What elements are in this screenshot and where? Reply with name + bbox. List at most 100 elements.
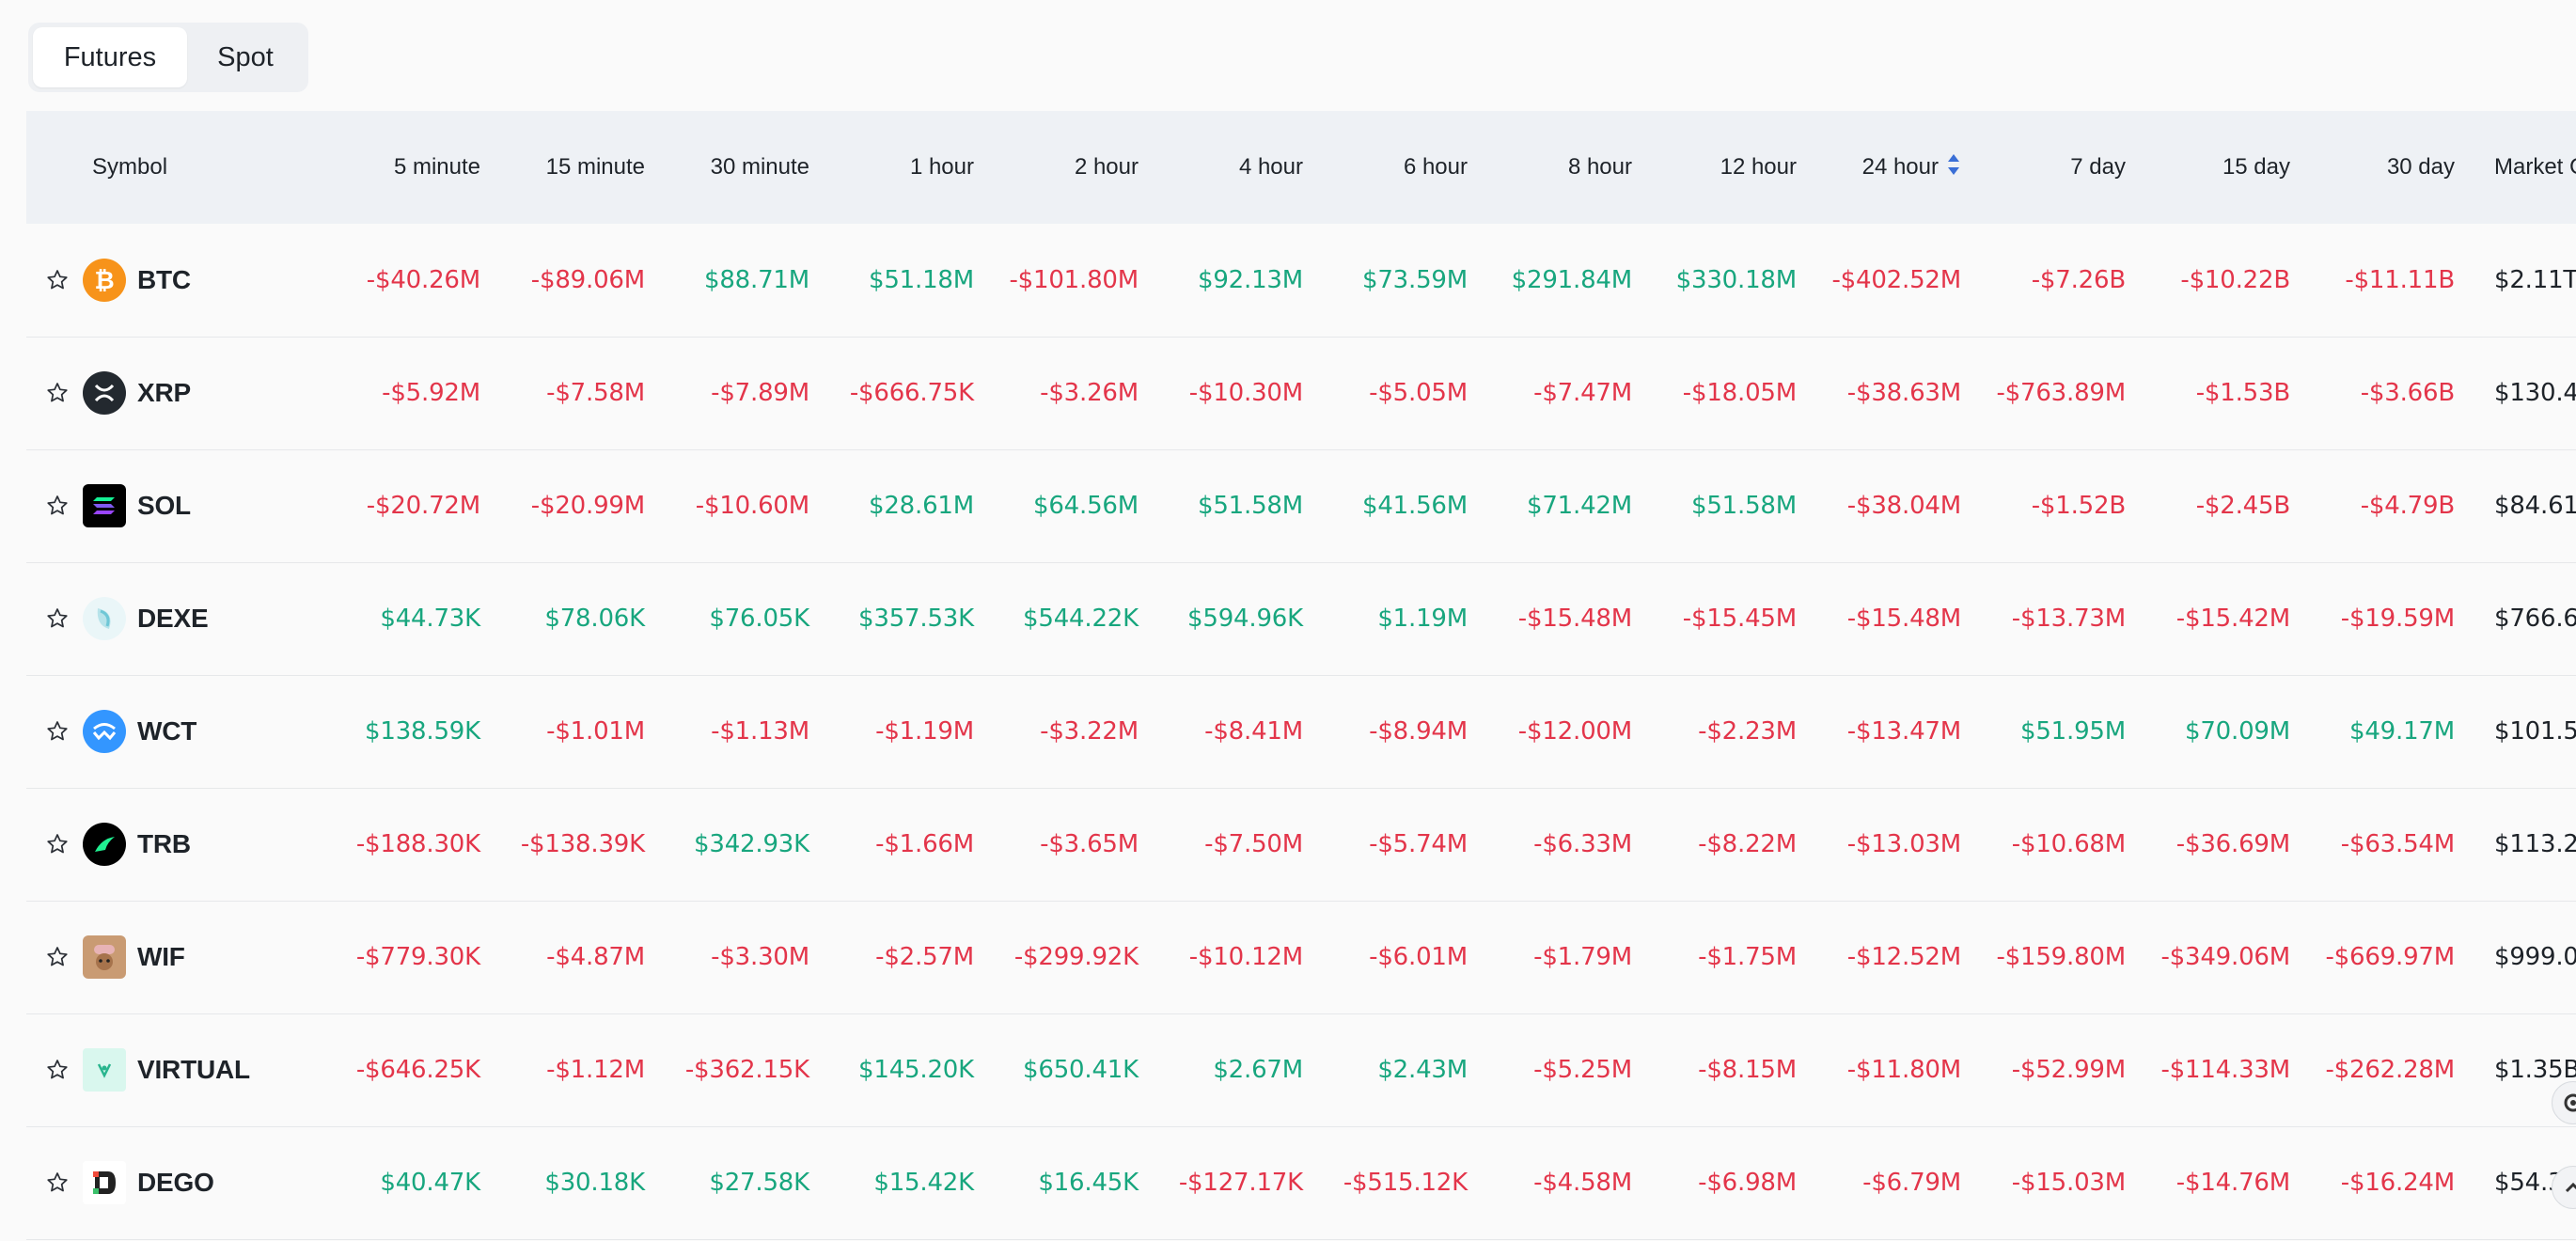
favorite-star-icon[interactable] (26, 1058, 83, 1082)
netflow-value: $64.56M (1032, 492, 1139, 520)
favorite-star-icon[interactable] (26, 606, 83, 631)
netflow-value: -$3.26M (1040, 379, 1139, 407)
netflow-value: $16.45K (1038, 1169, 1139, 1197)
table-row[interactable]: DEXE $44.73K $78.06K $76.05K $357.53K $544.22… (26, 562, 2576, 675)
symbol-cell: XRP (26, 337, 327, 449)
netflow-value: -$15.03M (2011, 1169, 2126, 1197)
favorite-star-icon[interactable] (26, 1170, 83, 1195)
favorite-star-icon[interactable] (26, 945, 83, 969)
favorite-star-icon[interactable] (26, 494, 83, 518)
netflow-value: -$12.52M (1846, 943, 1961, 971)
netflow-value: -$13.03M (1846, 830, 1961, 858)
favorite-star-icon[interactable] (26, 268, 83, 292)
table-row[interactable]: ₿ BTC -$40.26M -$89.06M $88.71M $51.18M -$101.… (26, 224, 2576, 337)
netflow-value: -$114.33M (2160, 1056, 2290, 1084)
table-row[interactable]: DEGO $40.47K $30.18K $27.58K $15.42K $16.45K -… (26, 1126, 2576, 1239)
netflow-value: -$10.12M (1188, 943, 1303, 971)
netflow-value: -$1.79M (1533, 943, 1632, 971)
netflow-value: -$16.24M (2340, 1169, 2455, 1197)
netflow-value: -$38.04M (1846, 492, 1961, 520)
coin-symbol[interactable]: DEGO (137, 1168, 214, 1197)
netflow-value: -$40.26M (366, 265, 480, 294)
netflow-value: -$11.80M (1846, 1056, 1961, 1084)
col-header-7d[interactable]: 7 day (2070, 154, 2126, 180)
netflow-value: $70.09M (2184, 717, 2290, 746)
netflow-value: -$362.15K (684, 1056, 809, 1084)
symbol-cell: TRB (26, 788, 327, 901)
netflow-value: -$763.89M (1996, 379, 2126, 407)
netflow-value: -$8.94M (1369, 717, 1468, 746)
netflow-table: Symbol 5 minute 15 minute 30 minute 1 ho… (26, 111, 2576, 1240)
favorite-star-icon[interactable] (26, 719, 83, 744)
col-header-4h[interactable]: 4 hour (1238, 154, 1303, 180)
favorite-star-icon[interactable] (26, 381, 83, 405)
coin-symbol[interactable]: SOL (137, 491, 191, 520)
netflow-value: $78.06K (544, 605, 645, 633)
dego-icon (83, 1161, 137, 1204)
col-header-5m[interactable]: 5 minute (393, 154, 480, 180)
col-header-30d[interactable]: 30 day (2386, 154, 2455, 180)
netflow-value: -$666.75K (849, 379, 974, 407)
col-header-8h[interactable]: 8 hour (1567, 154, 1632, 180)
col-header-1h[interactable]: 1 hour (909, 154, 974, 180)
netflow-value: -$1.66M (875, 830, 974, 858)
netflow-value: -$8.41M (1204, 717, 1303, 746)
coin-symbol[interactable]: BTC (137, 264, 191, 294)
netflow-value: -$19.59M (2340, 605, 2455, 633)
netflow-value: $357.53K (858, 605, 974, 633)
netflow-value: -$3.22M (1040, 717, 1139, 746)
col-header-2h[interactable]: 2 hour (1074, 154, 1139, 180)
netflow-value: $51.58M (1197, 492, 1303, 520)
table-row[interactable]: XRP -$5.92M -$7.58M -$7.89M -$666.75K -$3.26M… (26, 337, 2576, 449)
col-header-30m[interactable]: 30 minute (710, 154, 809, 180)
netflow-value: -$15.48M (1846, 605, 1961, 633)
table-row[interactable]: TRB -$188.30K -$138.39K $342.93K -$1.66M -$3.… (26, 788, 2576, 901)
tab-futures[interactable]: Futures (33, 27, 187, 87)
coin-symbol[interactable]: XRP (137, 378, 191, 407)
table-row[interactable]: WCT $138.59K -$1.01M -$1.13M -$1.19M -$3.22M -… (26, 675, 2576, 788)
netflow-value: -$15.48M (1517, 605, 1632, 633)
netflow-value: -$646.25K (355, 1056, 480, 1084)
col-header-15m[interactable]: 15 minute (545, 154, 645, 180)
virtual-icon (83, 1048, 137, 1092)
table-row[interactable]: SOL -$20.72M -$20.99M -$10.60M $28.61M $64.56… (26, 449, 2576, 562)
netflow-value: -$262.28M (2325, 1056, 2455, 1084)
tab-spot[interactable]: Spot (217, 41, 274, 72)
col-header-15d[interactable]: 15 day (2222, 154, 2290, 180)
col-header-24h[interactable]: 24 hour (1808, 111, 1972, 224)
coin-symbol[interactable]: WIF (137, 942, 185, 971)
coin-symbol[interactable]: VIRTUAL (137, 1055, 250, 1084)
col-header-24h-label: 24 hour (1861, 153, 1939, 180)
netflow-value: -$138.39K (520, 830, 645, 858)
netflow-value: $330.18M (1675, 265, 1798, 294)
coin-symbol[interactable]: TRB (137, 829, 191, 858)
table-row[interactable]: VIRTUAL -$646.25K -$1.12M -$362.15K $145.20K… (26, 1013, 2576, 1126)
netflow-value: -$159.80M (1996, 943, 2126, 971)
netflow-value: -$127.17K (1178, 1169, 1303, 1197)
dexe-icon (83, 597, 137, 640)
col-header-12h[interactable]: 12 hour (1720, 154, 1797, 180)
netflow-value: -$6.98M (1698, 1169, 1797, 1197)
favorite-star-icon[interactable] (26, 832, 83, 856)
col-header-symbol: Symbol (92, 154, 168, 180)
netflow-value: -$7.47M (1533, 379, 1632, 407)
svg-text:₿: ₿ (95, 267, 115, 294)
settings-gear-icon[interactable] (2552, 1081, 2576, 1124)
table-row[interactable]: WIF -$779.30K -$4.87M -$3.30M -$2.57M -$299.9… (26, 901, 2576, 1013)
netflow-value: -$1.13M (711, 717, 809, 746)
coin-symbol[interactable]: DEXE (137, 604, 209, 633)
symbol-cell: DEGO (26, 1126, 327, 1239)
coin-symbol[interactable]: WCT (137, 716, 197, 746)
market-cap-value: $130.44B (2494, 379, 2576, 407)
col-header-market-cap[interactable]: Market Cap (2494, 154, 2576, 180)
sort-icon (1946, 152, 1961, 183)
netflow-value: $92.13M (1197, 265, 1303, 294)
market-cap-value: $999.02M (2494, 943, 2576, 971)
netflow-value: -$12.00M (1517, 717, 1632, 746)
netflow-value: -$8.15M (1698, 1056, 1797, 1084)
col-header-6h[interactable]: 6 hour (1403, 154, 1468, 180)
netflow-value: $51.58M (1690, 492, 1797, 520)
netflow-value: $650.41K (1023, 1056, 1139, 1084)
netflow-value: $71.42M (1526, 492, 1632, 520)
netflow-value: $1.19M (1377, 605, 1468, 633)
